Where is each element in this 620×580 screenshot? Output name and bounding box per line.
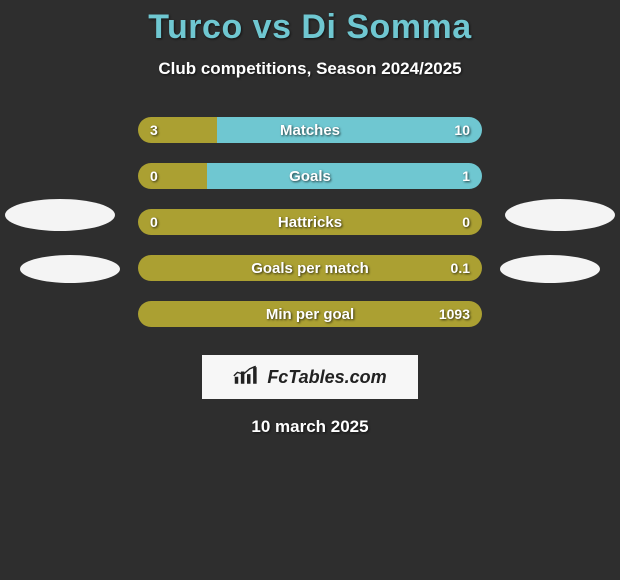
stat-row-goals: 0 Goals 1 (138, 163, 482, 189)
stat-left-value (138, 301, 162, 327)
stat-row-matches: 3 Matches 10 (138, 117, 482, 143)
attribution-badge: FcTables.com (202, 355, 418, 399)
attribution-text: FcTables.com (267, 367, 386, 388)
stat-left-fill (138, 209, 482, 235)
stat-left-value (138, 255, 162, 281)
date-text: 10 march 2025 (0, 417, 620, 437)
stat-left-value: 0 (138, 163, 170, 189)
infographic-root: Turco vs Di Somma Club competitions, Sea… (0, 0, 620, 580)
stat-right-fill (207, 163, 482, 189)
stat-right-value: 10 (442, 117, 482, 143)
stat-left-value: 0 (138, 209, 170, 235)
stat-row-min-per-goal: Min per goal 1093 (138, 301, 482, 327)
left-player-logo-1 (5, 199, 115, 231)
right-player-logo-1 (505, 199, 615, 231)
right-player-logo-2 (500, 255, 600, 283)
stat-right-value: 0.1 (439, 255, 482, 281)
page-title: Turco vs Di Somma (0, 0, 620, 47)
stat-left-fill (138, 255, 482, 281)
stat-row-hattricks: 0 Hattricks 0 (138, 209, 482, 235)
stat-right-value: 1 (450, 163, 482, 189)
left-player-logo-2 (20, 255, 120, 283)
stat-right-value: 1093 (427, 301, 482, 327)
stat-left-value: 3 (138, 117, 170, 143)
bar-chart-icon (233, 364, 261, 391)
page-subtitle: Club competitions, Season 2024/2025 (0, 59, 620, 79)
stat-right-value: 0 (450, 209, 482, 235)
stat-row-goals-per-match: Goals per match 0.1 (138, 255, 482, 281)
